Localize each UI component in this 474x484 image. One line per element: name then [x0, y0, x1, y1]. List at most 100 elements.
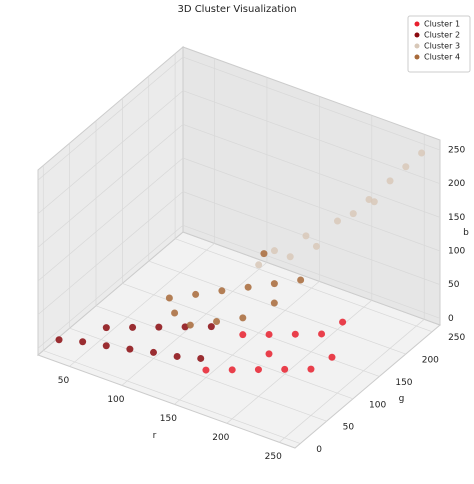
- grid-line: [69, 327, 327, 422]
- grid-line: [95, 305, 354, 400]
- legend-marker: [414, 54, 420, 60]
- point: [270, 247, 278, 255]
- y-tick-label: 250: [448, 333, 465, 343]
- point: [244, 283, 252, 291]
- grid-line: [37, 191, 184, 315]
- legend-marker: [414, 43, 420, 49]
- grid-line: [182, 191, 441, 285]
- z-tick-label: 150: [448, 213, 465, 223]
- point: [239, 314, 247, 322]
- back-pane: [182, 46, 441, 326]
- grid-line: [121, 262, 268, 386]
- point: [192, 290, 200, 298]
- point: [302, 232, 310, 240]
- point: [265, 350, 273, 358]
- point: [265, 330, 273, 338]
- point: [291, 330, 299, 338]
- point: [333, 217, 341, 225]
- point: [218, 287, 226, 295]
- point: [255, 261, 263, 269]
- grid-line: [182, 90, 441, 185]
- point: [102, 324, 110, 332]
- point: [202, 366, 210, 374]
- grid-line: [43, 350, 301, 444]
- chart-title: 3D Cluster Visualization: [177, 4, 296, 15]
- legend-label: Cluster 1: [424, 20, 460, 29]
- point: [365, 196, 373, 204]
- point: [155, 323, 163, 331]
- z-tick-label: 250: [448, 146, 465, 156]
- point: [126, 345, 134, 353]
- y-tick-label: 150: [395, 378, 412, 388]
- point: [239, 331, 247, 339]
- point: [281, 365, 289, 373]
- grid-line: [182, 56, 441, 151]
- point: [307, 365, 315, 373]
- point: [213, 317, 221, 325]
- point: [402, 163, 410, 171]
- point: [129, 323, 137, 331]
- grid-line: [182, 124, 441, 218]
- point: [149, 348, 157, 356]
- legend-label: Cluster 3: [424, 42, 460, 51]
- grid-line: [226, 300, 373, 424]
- z-tick-label: 0: [448, 314, 454, 324]
- grid-line: [37, 56, 184, 181]
- point: [318, 330, 326, 338]
- legend-marker: [414, 21, 420, 27]
- legend-marker: [414, 32, 420, 38]
- point: [165, 294, 173, 302]
- y-tick-label: 0: [316, 445, 322, 455]
- z-axis-label: b: [463, 228, 469, 238]
- grid-line: [69, 243, 215, 367]
- grid-line: [37, 124, 184, 248]
- x-tick-label: 250: [265, 452, 282, 462]
- grid-line: [279, 319, 425, 443]
- point: [418, 149, 426, 157]
- point: [349, 210, 357, 218]
- x-tick-label: 100: [107, 395, 124, 405]
- y-tick-label: 200: [422, 356, 439, 366]
- x-axis-label: r: [153, 431, 157, 441]
- legend: Cluster 1 Cluster 2 Cluster 3 Cluster 4: [407, 15, 471, 73]
- point: [270, 299, 278, 307]
- point: [386, 177, 394, 185]
- point: [102, 342, 110, 350]
- z-tick-label: 200: [448, 179, 465, 189]
- point: [79, 338, 87, 346]
- legend-label: Cluster 2: [424, 31, 460, 40]
- grid-line: [182, 224, 441, 319]
- x-tick-label: 200: [212, 433, 229, 443]
- grid-line: [37, 225, 184, 349]
- panes: [37, 45, 441, 449]
- z-tick-label: 50: [448, 280, 460, 290]
- legend-box: [407, 15, 471, 73]
- point: [186, 321, 194, 329]
- y-tick-label: 50: [343, 423, 355, 433]
- x-tick-label: 50: [58, 376, 70, 386]
- point: [173, 352, 181, 360]
- point: [260, 250, 268, 258]
- legend-label: Cluster 4: [424, 53, 460, 62]
- point: [328, 353, 336, 361]
- point: [55, 336, 63, 344]
- point: [286, 253, 294, 261]
- grid-line: [148, 260, 406, 355]
- point: [207, 323, 215, 331]
- grid-line: [182, 157, 441, 252]
- point: [228, 366, 236, 374]
- y-tick-label: 100: [369, 400, 386, 410]
- point: [370, 198, 378, 206]
- grid-line: [122, 283, 380, 377]
- point: [339, 318, 347, 326]
- grid-line: [174, 281, 320, 405]
- x-tick-label: 150: [160, 414, 177, 424]
- points: [55, 149, 426, 374]
- point: [254, 366, 262, 374]
- grid: [37, 53, 441, 444]
- z-tick-label: 100: [448, 247, 465, 257]
- point: [297, 276, 305, 284]
- point: [312, 242, 320, 250]
- grid-line: [37, 90, 184, 214]
